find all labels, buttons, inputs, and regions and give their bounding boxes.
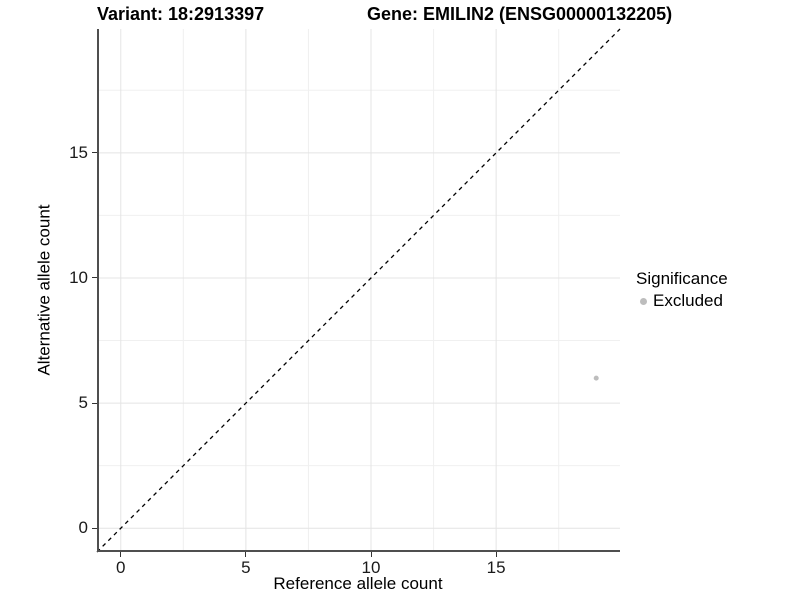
x-tick-label: 0 <box>116 558 126 577</box>
legend: Significance Excluded <box>636 268 728 311</box>
x-tick-label: 5 <box>241 558 251 577</box>
legend-point-icon <box>640 297 647 305</box>
plot-title-gene: Gene: EMILIN2 (ENSG00000132205) <box>367 4 673 24</box>
y-tick-label: 15 <box>69 142 88 162</box>
legend-item-label: Excluded <box>653 291 723 310</box>
x-tick-label: 15 <box>486 558 506 577</box>
data-point <box>593 375 599 381</box>
y-tick-mark <box>92 277 97 279</box>
legend-item-excluded: Excluded <box>636 291 728 311</box>
x-tick-mark <box>120 552 122 557</box>
x-tick-mark <box>370 552 372 557</box>
y-tick-mark <box>92 527 97 529</box>
legend-title: Significance <box>636 269 728 288</box>
x-tick-mark <box>495 552 497 557</box>
x-tick-mark <box>245 552 247 557</box>
x-tick-label: 10 <box>361 558 381 577</box>
x-axis-title: Reference allele count <box>273 574 443 593</box>
plot-title-variant: Variant: 18:2913397 <box>97 4 265 24</box>
plot-panel <box>96 28 621 553</box>
y-tick-label: 5 <box>78 393 88 413</box>
identity-dashed-line <box>96 28 621 553</box>
y-tick-label: 0 <box>78 518 88 538</box>
y-axis-title: Alternative allele count <box>34 204 54 376</box>
plot-canvas <box>96 28 621 553</box>
y-tick-label: 10 <box>69 267 88 287</box>
y-tick-mark <box>92 402 97 404</box>
y-tick-mark <box>92 152 97 154</box>
